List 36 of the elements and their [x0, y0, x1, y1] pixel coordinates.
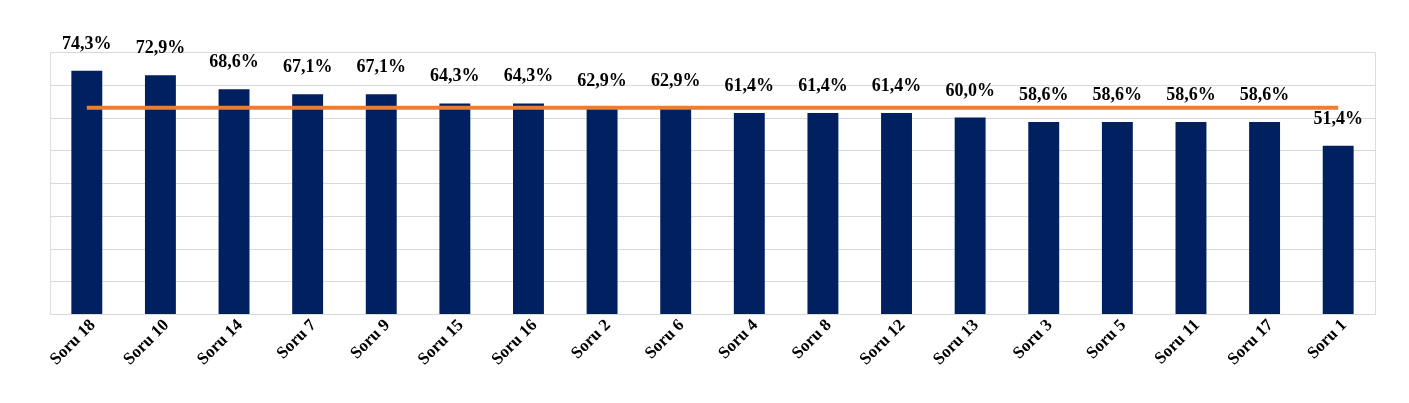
bar — [439, 103, 471, 314]
data-label: 67,1% — [356, 56, 406, 77]
data-label: 61,4% — [798, 74, 848, 95]
bar — [144, 75, 176, 314]
bar — [807, 112, 839, 314]
data-label: 72,9% — [135, 37, 186, 58]
data-label: 58,6% — [1239, 84, 1290, 105]
bar — [218, 89, 250, 314]
data-label: 51,4% — [1313, 107, 1363, 128]
data-label: 67,1% — [282, 56, 333, 77]
bar — [71, 70, 103, 314]
bar — [365, 94, 397, 314]
bar — [660, 108, 692, 314]
data-label: 61,4% — [871, 74, 922, 95]
bar — [1249, 122, 1281, 314]
data-label: 58,6% — [1092, 84, 1143, 105]
data-label: 68,6% — [209, 51, 259, 72]
data-label: 74,3% — [62, 32, 112, 53]
bar — [1028, 122, 1060, 314]
data-label: 58,6% — [1166, 84, 1216, 105]
bar — [733, 112, 765, 314]
data-label: 64,3% — [503, 65, 554, 86]
bar — [292, 94, 324, 314]
data-label: 62,9% — [577, 70, 627, 90]
data-label: 64,3% — [430, 65, 480, 86]
data-label: 62,9% — [650, 70, 701, 90]
bar — [1322, 145, 1354, 314]
bar — [1101, 122, 1133, 314]
bar — [954, 117, 986, 314]
data-label: 61,4% — [724, 74, 775, 95]
bar — [513, 103, 544, 314]
data-label: 60,0% — [945, 79, 995, 100]
bar — [881, 112, 912, 314]
bar — [1175, 122, 1207, 314]
data-label: 58,6% — [1019, 84, 1069, 105]
bar — [586, 108, 618, 314]
